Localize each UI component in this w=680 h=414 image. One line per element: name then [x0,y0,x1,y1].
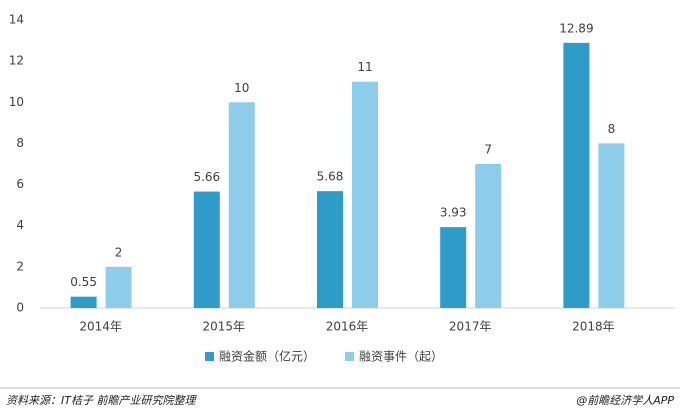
x-tick-label: 2015年 [203,320,246,334]
bar [598,143,625,308]
bar [193,191,220,308]
value-label: 5.68 [317,170,344,184]
value-label: 8 [608,122,616,136]
y-tick-label: 2 [16,259,24,273]
bar [70,296,97,308]
legend-label: 融资事件（起） [359,350,443,364]
y-tick-label: 8 [16,136,24,150]
value-label: 5.66 [193,170,220,184]
y-tick-label: 4 [16,218,24,232]
x-tick-label: 2016年 [326,320,369,334]
y-tick-label: 12 [9,54,24,68]
source-note: 资料来源：IT桔子 前瞻产业研究院整理 [6,394,197,407]
bar [105,266,132,308]
value-label: 11 [357,60,372,74]
y-tick-label: 14 [9,13,24,27]
x-tick-label: 2014年 [79,320,122,334]
bar [352,81,378,308]
legend-swatch [205,352,214,361]
bar [317,191,343,308]
legend-label: 融资金额（亿元） [219,349,315,364]
value-label: 7 [484,143,492,157]
x-tick-label: 2018年 [572,320,615,334]
bar [228,102,255,309]
value-label: 2 [115,245,123,259]
value-label: 10 [234,81,249,95]
y-tick-label: 6 [16,177,24,191]
y-tick-label: 10 [9,95,24,109]
x-tick-label: 2017年 [449,320,492,334]
value-label: 12.89 [559,21,593,35]
bar [475,164,502,308]
legend-swatch [345,352,355,361]
bar [563,42,590,308]
value-label: 0.55 [70,275,97,289]
y-tick-label: 0 [16,301,24,315]
bar [440,227,467,308]
brand: @前瞻经济学人APP [576,394,674,407]
value-label: 3.93 [440,206,467,220]
